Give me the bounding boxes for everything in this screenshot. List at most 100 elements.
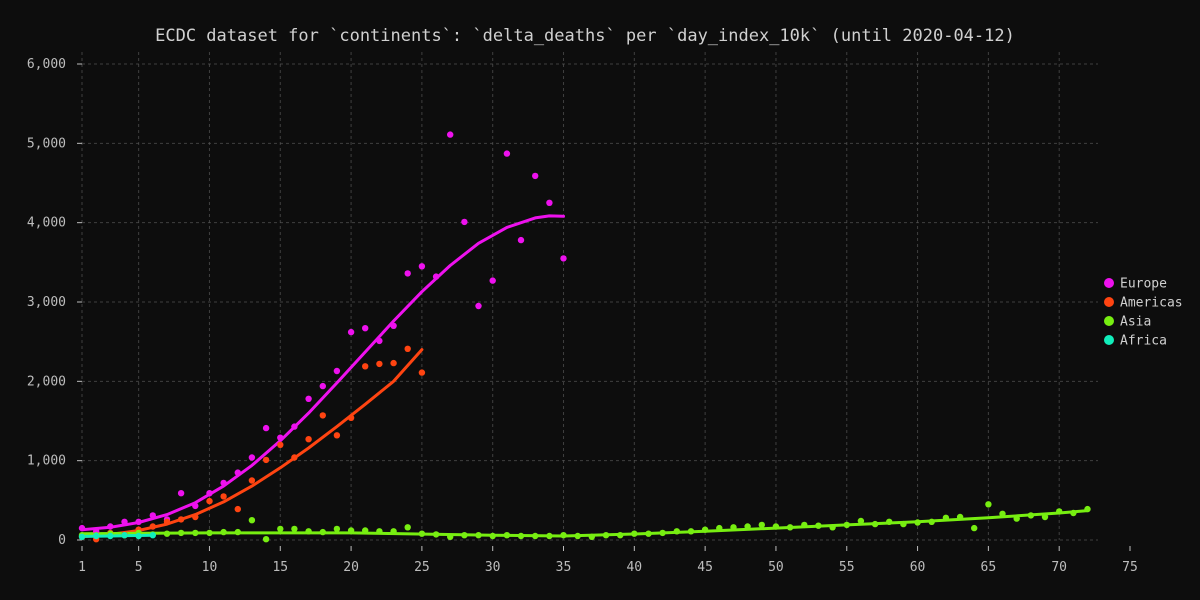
data-point-europe <box>333 367 341 375</box>
x-tick-label: 65 <box>981 560 997 575</box>
data-point-europe <box>560 255 567 262</box>
data-point-asia <box>305 528 312 535</box>
data-point-asia <box>956 513 964 521</box>
data-point-americas <box>262 456 270 464</box>
data-point-asia <box>220 528 227 536</box>
y-tick-label: 3,000 <box>27 295 66 310</box>
data-point-africa <box>121 532 128 539</box>
data-point-asia <box>928 518 935 525</box>
data-point-asia <box>673 528 680 535</box>
data-point-asia <box>645 530 652 537</box>
data-point-europe <box>78 524 86 532</box>
data-point-asia <box>971 524 978 532</box>
data-point-africa <box>107 532 114 540</box>
data-point-asia <box>277 525 284 533</box>
data-point-americas <box>362 363 369 370</box>
data-point-asia <box>418 530 426 537</box>
data-point-europe <box>432 273 440 280</box>
data-point-asia <box>517 532 525 540</box>
data-point-europe <box>277 434 284 441</box>
data-point-americas <box>220 493 227 500</box>
data-point-europe <box>248 454 256 461</box>
data-point-europe <box>177 490 185 497</box>
x-tick-label: 10 <box>202 560 218 575</box>
x-tick-label: 15 <box>272 560 288 575</box>
x-tick-label: 40 <box>626 560 642 575</box>
data-point-asia <box>801 521 808 529</box>
data-point-americas <box>206 497 213 505</box>
data-point-europe <box>546 199 553 206</box>
trend-line-europe <box>80 214 565 532</box>
x-tick-label: 1 <box>78 560 86 575</box>
x-tick-label: 60 <box>910 560 926 575</box>
data-point-europe <box>305 395 312 402</box>
legend-label-europe: Europe <box>1120 277 1167 292</box>
data-point-asia <box>503 532 511 539</box>
x-tick-label: 35 <box>556 560 572 575</box>
data-point-americas <box>248 477 256 484</box>
data-point-europe <box>489 277 496 284</box>
data-point-americas <box>404 345 411 352</box>
data-point-asia <box>1013 515 1020 522</box>
trend-line-americas <box>80 348 424 539</box>
data-point-asia <box>475 532 482 539</box>
x-tick-label: 75 <box>1122 560 1138 575</box>
data-point-asia <box>1041 513 1049 521</box>
data-point-asia <box>447 533 454 540</box>
legend-marker-africa <box>1104 335 1114 345</box>
data-point-asia <box>687 528 695 535</box>
data-point-asia <box>461 532 468 539</box>
data-point-europe <box>192 502 199 510</box>
data-point-europe <box>376 337 383 345</box>
legend-label-asia: Asia <box>1120 315 1151 330</box>
data-point-americas <box>177 516 185 523</box>
trend-line-asia <box>80 509 1089 538</box>
data-point-europe <box>107 523 114 530</box>
data-point-africa <box>78 533 86 540</box>
x-tick-label: 70 <box>1051 560 1067 575</box>
data-point-europe <box>347 328 355 336</box>
data-point-asia <box>432 531 440 538</box>
data-point-asia <box>786 524 794 531</box>
data-point-asia <box>631 530 638 537</box>
data-point-asia <box>602 532 610 539</box>
data-point-americas <box>163 518 171 525</box>
legend-marker-americas <box>1104 297 1114 307</box>
data-point-asia <box>291 525 298 533</box>
data-point-americas <box>234 505 241 513</box>
y-tick-label: 1,000 <box>27 454 66 469</box>
data-point-asia <box>163 530 171 537</box>
data-point-asia <box>829 524 836 531</box>
data-point-americas <box>149 523 156 530</box>
data-point-europe <box>234 469 241 476</box>
x-tick-label: 25 <box>414 560 430 575</box>
data-point-americas <box>277 441 284 448</box>
data-point-asia <box>900 520 907 528</box>
y-tick-label: 4,000 <box>27 216 66 231</box>
data-point-europe <box>220 479 227 487</box>
data-point-asia <box>262 536 270 543</box>
data-point-asia <box>177 529 185 537</box>
data-point-asia <box>942 514 950 521</box>
y-tick-label: 2,000 <box>27 374 66 389</box>
x-tick-label: 50 <box>768 560 784 575</box>
data-point-americas <box>347 414 355 421</box>
data-point-europe <box>206 490 213 497</box>
data-point-europe <box>291 423 298 430</box>
x-tick-label: 55 <box>839 560 855 575</box>
x-tick-label: 45 <box>697 560 713 575</box>
data-point-asia <box>588 533 595 540</box>
data-point-asia <box>857 517 865 525</box>
x-tick-label: 30 <box>485 560 501 575</box>
data-point-africa <box>135 532 142 540</box>
data-point-asia <box>701 526 709 533</box>
data-point-asia <box>1056 508 1063 515</box>
data-point-asia <box>716 524 723 532</box>
data-point-asia <box>815 522 822 529</box>
data-point-asia <box>489 532 496 540</box>
data-point-americas <box>305 436 312 443</box>
data-point-africa <box>93 532 100 540</box>
data-point-europe <box>135 518 142 525</box>
